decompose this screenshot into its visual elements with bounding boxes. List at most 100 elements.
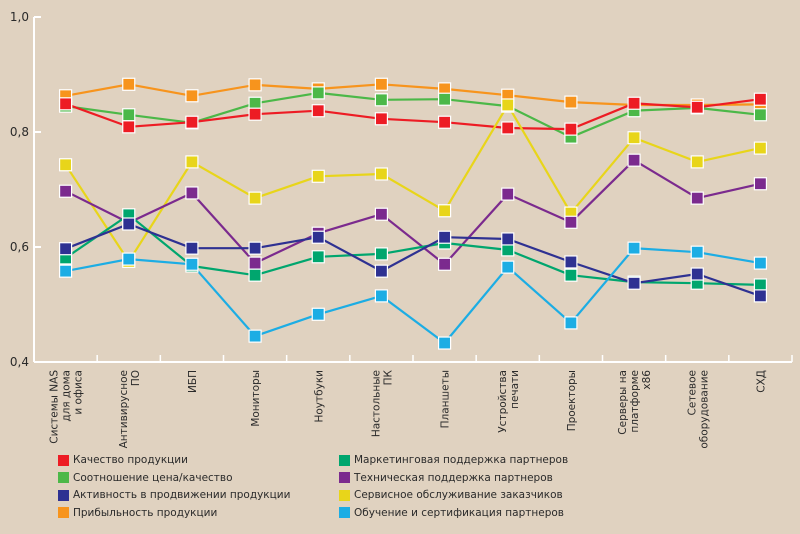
legend-item: Активность в продвижении продукции (58, 487, 290, 503)
data-point-marker (501, 260, 515, 274)
x-tick-label: ИБП (187, 370, 199, 393)
data-point-marker (374, 264, 389, 278)
data-point-marker (185, 89, 199, 103)
data-point-marker (58, 97, 73, 111)
legend-item: Прибыльность продукции (58, 505, 217, 521)
legend-item: Сервисное обслуживание заказчиков (339, 487, 563, 503)
data-point-marker (185, 155, 199, 169)
data-point-marker (501, 187, 515, 201)
y-tick-label: 1,0 (10, 10, 29, 24)
series-line (65, 222, 761, 297)
legend-label: Техническая поддержка партнеров (354, 471, 553, 484)
legend-item: Качество продукции (58, 452, 188, 468)
x-tick-label: Устройства (497, 370, 509, 433)
data-point-marker (753, 289, 768, 303)
data-point-marker (248, 107, 262, 121)
legend-swatch (58, 472, 69, 483)
data-point-marker (248, 268, 262, 282)
data-point-marker (185, 186, 199, 200)
data-point-marker (311, 250, 325, 264)
data-point-marker (690, 155, 704, 169)
data-point-marker (311, 86, 325, 100)
legend-label: Обучение и сертификация партнеров (354, 506, 564, 519)
data-point-marker (627, 131, 641, 145)
legend-swatch (58, 489, 69, 501)
data-point-marker (437, 336, 452, 350)
x-tick-label: x86 (641, 370, 653, 390)
legend-swatch (58, 507, 69, 518)
data-point-marker (753, 278, 768, 292)
x-tick-label: Антивирусное (118, 370, 130, 448)
x-tick-label: Планшеты (440, 370, 452, 428)
data-point-marker (248, 256, 262, 270)
series-line (65, 98, 761, 131)
data-point-marker (564, 268, 578, 282)
data-point-marker (753, 256, 768, 270)
x-tick-label: ПО (130, 370, 142, 386)
series-line (65, 83, 761, 107)
data-point-marker (374, 77, 389, 91)
data-point-marker (564, 95, 578, 109)
x-tick-label: оборудование (698, 370, 710, 449)
legend-swatch (339, 489, 350, 501)
data-point-marker (311, 104, 325, 118)
data-point-marker (248, 96, 262, 110)
data-point-marker (311, 230, 325, 244)
data-point-marker (437, 92, 452, 106)
data-point-marker (248, 329, 262, 343)
legend-item: Техническая поддержка партнеров (339, 470, 553, 486)
x-tick-label: Настольные (370, 370, 382, 437)
x-tick-label: СХД (755, 370, 767, 393)
series-line (64, 103, 761, 263)
data-point-marker (564, 122, 578, 136)
axes: 0,4 0,6 0,8 1,0 (10, 10, 793, 369)
data-point-marker (122, 108, 136, 122)
data-point-marker (753, 92, 768, 106)
x-tick-label: Серверы на (617, 370, 629, 435)
x-tick-label: Проекторы (566, 370, 578, 431)
data-point-marker (58, 264, 73, 278)
data-point-marker (374, 247, 389, 261)
data-point-marker (753, 108, 768, 122)
x-tick-label: для дома (61, 370, 73, 422)
x-tick-label: Сетевое (686, 370, 698, 415)
legend-swatch (58, 454, 69, 466)
data-point-marker (248, 241, 262, 255)
data-point-marker (564, 215, 578, 229)
legend-label: Соотношение цена/качество (73, 471, 233, 484)
data-point-marker (122, 217, 136, 231)
data-point-marker (248, 78, 262, 92)
data-point-marker (690, 100, 704, 114)
x-axis-labels: Системы NAS для дома и офиса Антивирусное ПО… (49, 369, 768, 448)
x-tick-label: ПК (382, 369, 394, 385)
data-point-marker (374, 112, 389, 126)
data-point-marker (564, 255, 578, 269)
series-lines (64, 83, 761, 345)
data-point-marker (690, 191, 704, 205)
data-point-marker (437, 230, 452, 244)
data-point-marker (753, 141, 768, 155)
legend-item: Обучение и сертификация партнеров (339, 505, 564, 521)
data-point-marker (311, 169, 325, 183)
series-line (65, 91, 761, 139)
data-point-marker (185, 115, 199, 129)
data-point-marker (437, 204, 452, 218)
data-point-marker (122, 120, 136, 134)
data-point-marker (501, 121, 515, 135)
data-point-marker (437, 257, 452, 271)
data-point-marker (627, 241, 641, 255)
data-point-marker (501, 232, 515, 246)
legend-label: Маркетинговая поддержка партнеров (354, 454, 569, 466)
data-point-marker (374, 93, 389, 107)
data-point-marker (374, 289, 389, 303)
legend-label: Сервисное обслуживание заказчиков (354, 489, 563, 501)
data-point-marker (501, 243, 515, 257)
data-point-marker (690, 267, 704, 281)
x-tick-label: Мониторы (250, 370, 262, 427)
data-point-marker (58, 184, 73, 198)
legend-label: Активность в продвижении продукции (73, 489, 291, 501)
x-tick-label: печати (509, 370, 521, 409)
y-tick-label: 0,8 (10, 125, 29, 139)
data-point-marker (58, 242, 73, 256)
